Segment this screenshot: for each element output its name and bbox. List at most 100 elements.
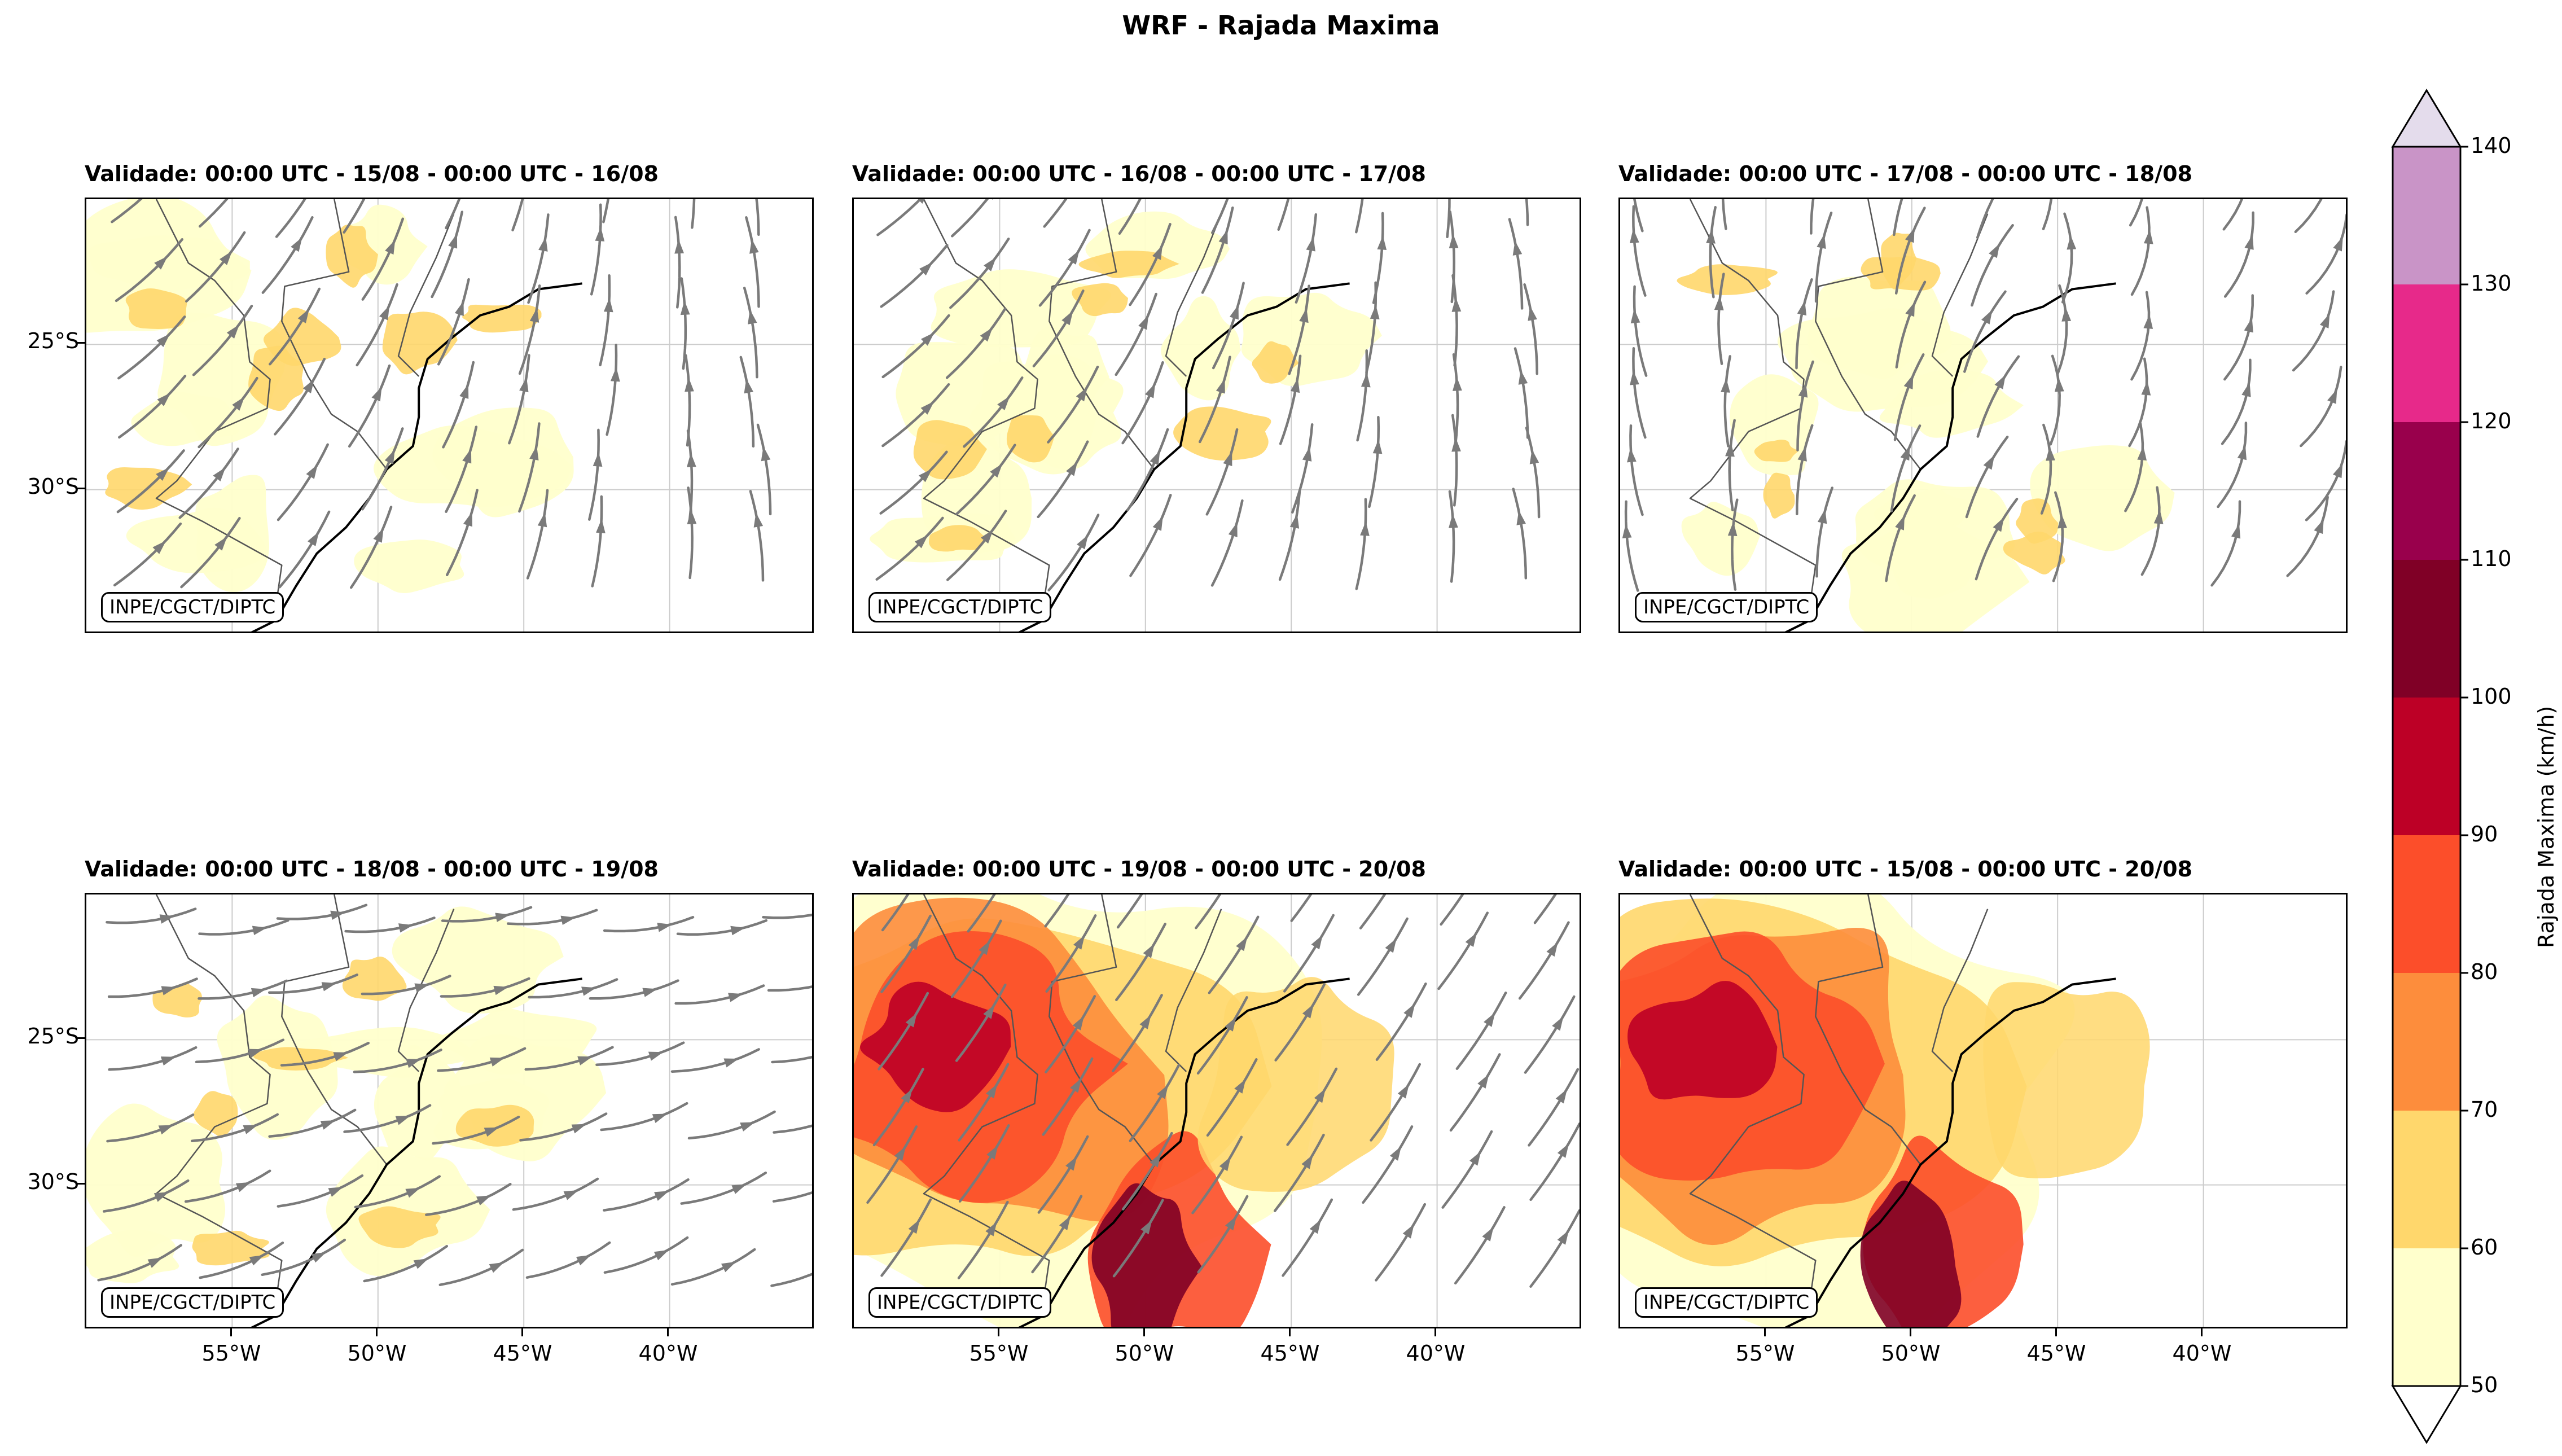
streamline	[1893, 353, 1925, 441]
streamline	[512, 1177, 599, 1211]
gust-area	[1197, 977, 1394, 1192]
streamline-arrow	[1228, 522, 1238, 537]
colorbar-band	[2393, 560, 2460, 698]
streamline-arrow	[1302, 446, 1312, 462]
streamline-arrow	[1076, 387, 1088, 402]
streamline	[1512, 488, 1528, 580]
streamline-arrow	[306, 464, 318, 479]
colorbar-frame	[2392, 146, 2462, 1387]
streamline	[1116, 894, 1143, 929]
streamline	[772, 1191, 812, 1203]
streamline-arrow	[2061, 307, 2072, 322]
streamline	[2042, 199, 2053, 230]
streamline-arrow	[595, 227, 605, 242]
streamline-arrow	[529, 445, 539, 461]
streamline	[274, 357, 326, 436]
streamline-arrow	[1994, 374, 2006, 389]
streamline-arrow	[1905, 301, 1915, 317]
streamline-arrow	[537, 512, 547, 528]
streamline	[1437, 911, 1489, 990]
credit-label: INPE/CGCT/DIPTC	[868, 592, 1052, 622]
streamline	[442, 361, 475, 449]
streamline	[680, 1171, 767, 1205]
streamline-arrow	[985, 1221, 997, 1236]
country-border	[923, 199, 1050, 606]
streamline	[356, 283, 398, 367]
streamline-arrow	[220, 251, 232, 265]
streamline	[2124, 422, 2144, 512]
streamline	[1441, 1130, 1493, 1209]
streamline-arrow	[489, 1057, 505, 1067]
streamline	[743, 287, 758, 379]
streamline	[1196, 996, 1248, 1075]
lon-label-55w-3: 55°W	[1735, 1341, 1795, 1366]
streamline	[2221, 358, 2252, 445]
streamline	[2217, 422, 2248, 508]
streamline-arrow	[1903, 374, 1914, 389]
streamline	[344, 916, 436, 933]
streamline	[1129, 1063, 1181, 1142]
coastline	[1784, 977, 2116, 1327]
streamline-arrow	[1289, 514, 1300, 529]
colorbar-band	[2393, 973, 2460, 1111]
streamline-arrow	[484, 1127, 499, 1137]
streamline	[178, 448, 239, 519]
streamline-arrow	[2058, 514, 2067, 529]
streamline-arrow	[1905, 227, 1915, 243]
gust-area	[126, 507, 267, 573]
streamline	[1976, 199, 1994, 239]
streamline-arrow	[1219, 1156, 1231, 1172]
streamline-arrow	[1528, 306, 1537, 321]
streamline	[437, 1047, 527, 1072]
streamline-arrow	[680, 300, 690, 315]
gust-area	[928, 525, 988, 552]
streamline	[431, 210, 464, 299]
state-border	[397, 909, 455, 1072]
streamline	[1368, 415, 1380, 508]
streamline	[353, 1049, 442, 1073]
streamline-arrow	[731, 1184, 747, 1194]
lat-label-25s-top: 25°S	[27, 328, 79, 353]
streamline	[880, 914, 932, 993]
streamline	[198, 376, 258, 449]
streamline-arrow	[1453, 376, 1462, 391]
streamline	[958, 1124, 1010, 1203]
streamline-arrow	[905, 1012, 917, 1028]
streamline	[275, 199, 306, 238]
lon-label-40w-1: 40°W	[638, 1341, 698, 1366]
streamline-arrow	[413, 1258, 428, 1269]
streamline	[2222, 199, 2243, 231]
streamline	[1451, 274, 1458, 367]
coastline	[251, 977, 582, 1327]
streamline-arrow	[1150, 1152, 1161, 1168]
streamline-arrow	[308, 532, 319, 546]
streamline	[1031, 1195, 1083, 1274]
streamline	[1451, 414, 1458, 507]
streamline-arrow	[1370, 305, 1380, 319]
colorbar-level-label: 110	[2471, 546, 2512, 571]
streamline	[589, 979, 679, 1000]
streamline	[1375, 982, 1427, 1061]
streamline	[1121, 361, 1164, 445]
streamline	[1624, 500, 1639, 592]
streamline	[113, 522, 182, 587]
lon-tick	[376, 1328, 378, 1336]
streamline	[1731, 498, 1739, 591]
streamline	[199, 1241, 284, 1279]
lon-label-55w-2: 55°W	[969, 1341, 1029, 1366]
map-canvas-1	[86, 199, 812, 631]
streamline	[1513, 347, 1529, 439]
streamline	[1277, 199, 1290, 231]
gust-area	[1754, 440, 1799, 462]
streamline-arrow	[1706, 229, 1716, 244]
streamline	[770, 1273, 812, 1287]
streamline-arrow	[1360, 521, 1370, 536]
streamline-arrow	[2333, 463, 2343, 479]
streamline-arrow	[563, 1190, 579, 1200]
streamline-arrow	[1630, 309, 1640, 323]
streamline	[1286, 1067, 1338, 1146]
streamline-arrow	[495, 913, 510, 922]
streamline-arrow	[1529, 449, 1539, 464]
streamline	[691, 199, 696, 229]
streamline	[363, 1244, 449, 1283]
